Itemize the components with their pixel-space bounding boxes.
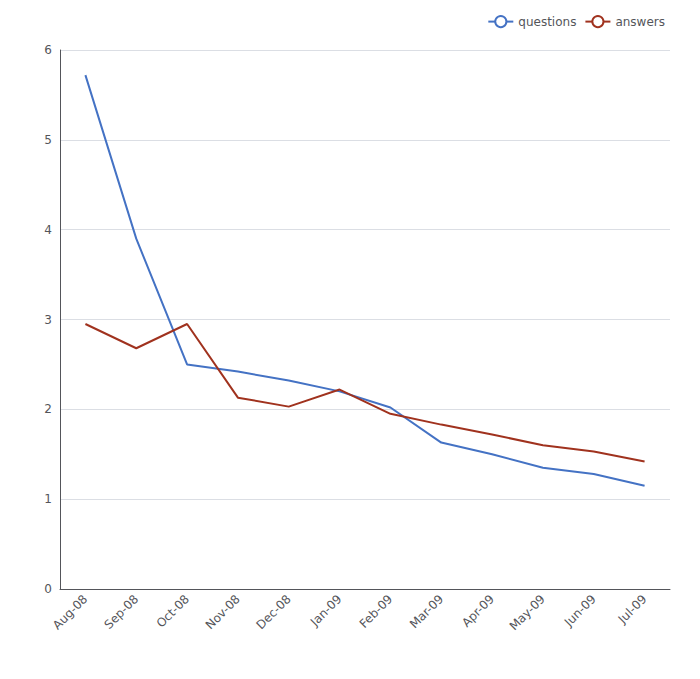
svg-text:Apr-09: Apr-09 — [459, 592, 497, 630]
svg-text:Dec-08: Dec-08 — [254, 592, 294, 632]
svg-text:Mar-09: Mar-09 — [407, 592, 446, 631]
svg-text:5: 5 — [44, 133, 52, 147]
svg-text:Sep-08: Sep-08 — [101, 592, 141, 632]
svg-text:3: 3 — [44, 313, 52, 327]
svg-text:May-09: May-09 — [507, 592, 548, 633]
svg-text:answers: answers — [615, 15, 665, 29]
svg-text:2: 2 — [44, 402, 52, 416]
svg-text:Jun-09: Jun-09 — [561, 592, 599, 630]
svg-text:1: 1 — [44, 492, 52, 506]
svg-text:4: 4 — [44, 223, 52, 237]
svg-text:Aug-08: Aug-08 — [50, 592, 90, 632]
svg-text:Jan-09: Jan-09 — [307, 592, 345, 630]
svg-text:Jul-09: Jul-09 — [615, 592, 650, 627]
svg-text:Nov-08: Nov-08 — [203, 592, 243, 632]
svg-text:Oct-08: Oct-08 — [154, 592, 192, 630]
svg-text:6: 6 — [44, 43, 52, 57]
svg-text:Feb-09: Feb-09 — [357, 592, 396, 631]
svg-text:questions: questions — [518, 15, 576, 29]
svg-text:0: 0 — [44, 582, 52, 596]
